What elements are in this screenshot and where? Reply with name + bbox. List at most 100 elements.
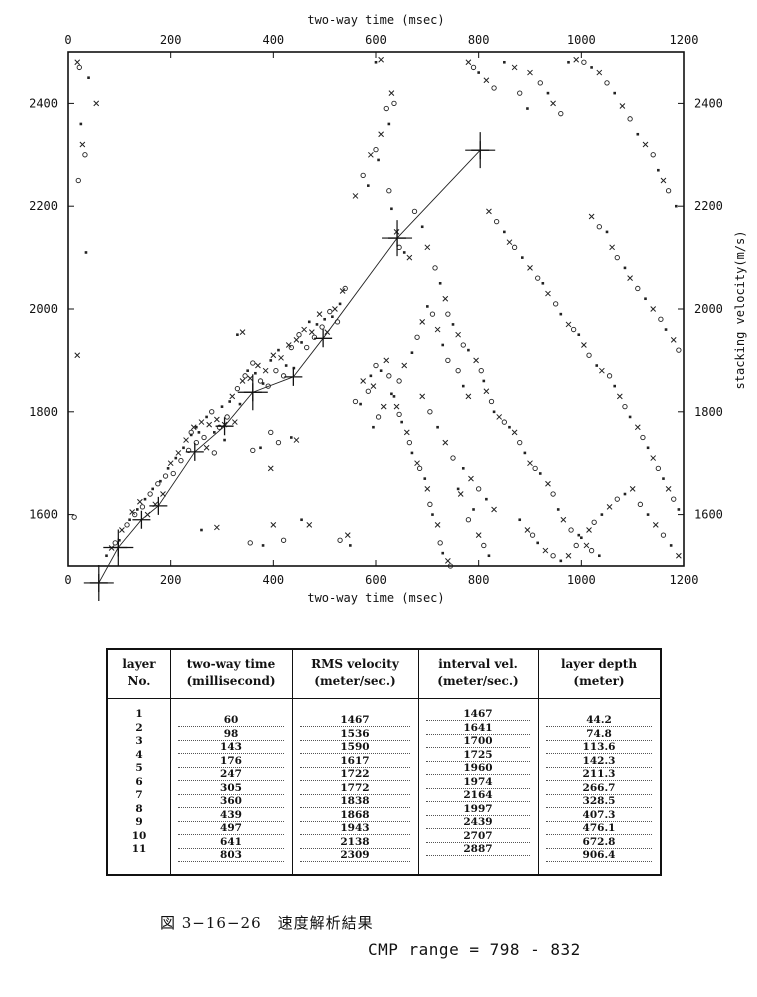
table-cell: 1974: [463, 775, 493, 788]
table-dotted-rule: [546, 807, 652, 808]
mark-dot: [159, 479, 162, 483]
table-column-divider: [170, 650, 171, 874]
mark-x: [406, 254, 413, 261]
mark-dot: [521, 256, 524, 259]
mark-o: [311, 334, 318, 340]
mark-o: [450, 455, 456, 461]
table-cell: 1700: [463, 735, 493, 747]
table-cell: 476.1: [582, 822, 616, 834]
mark-x: [293, 336, 300, 343]
mark-dot: [223, 438, 226, 442]
mark-x: [545, 290, 551, 297]
table-cell: 641: [220, 835, 242, 848]
mark-x: [301, 326, 307, 333]
mark-dot: [84, 251, 88, 254]
mark-x: [660, 177, 667, 184]
mark-x: [378, 131, 384, 138]
mark-dot: [300, 518, 303, 522]
mark-o: [280, 537, 287, 543]
mark-dot: [228, 400, 231, 403]
table-header-layer: layer No.: [122, 657, 156, 688]
mark-o: [396, 378, 402, 384]
mark-o: [427, 501, 433, 507]
mark-x: [388, 90, 395, 96]
mark-x: [670, 336, 677, 343]
mark-o: [432, 265, 438, 271]
table-cell: 803: [220, 849, 242, 861]
mark-x: [483, 77, 490, 84]
table-cell: 1943: [340, 822, 370, 834]
x-tick-label-top: 1200: [670, 33, 699, 47]
y-tick-label-right: 1800: [694, 405, 723, 419]
mark-dot: [526, 107, 529, 110]
mark-o: [139, 504, 146, 510]
mark-dot: [261, 382, 265, 385]
table-dotted-rule: [178, 820, 284, 822]
major-pick-cross: [103, 529, 134, 566]
mark-dot: [379, 369, 383, 372]
mark-x: [419, 393, 426, 400]
mark-dot: [174, 456, 178, 460]
mark-x: [137, 498, 143, 505]
mark-dot: [436, 425, 439, 429]
mark-dot: [613, 91, 616, 95]
mark-o: [517, 439, 523, 446]
mark-o: [170, 470, 176, 477]
mark-o: [375, 414, 382, 420]
mark-o: [535, 275, 541, 281]
mark-x: [434, 522, 441, 528]
axis-ticks: 0 0 200 200 400 400 600 600 800 800 1000 1000 1200 12…: [29, 33, 723, 587]
mark-x: [383, 357, 390, 364]
table-dotted-rule: [546, 753, 652, 754]
table-dotted-rule: [426, 720, 530, 721]
mark-x: [560, 516, 567, 523]
mark-dot: [331, 315, 334, 319]
major-pick-cross: [465, 132, 496, 169]
table-cell: 439: [220, 808, 242, 821]
mark-x: [581, 342, 587, 348]
mark-dot: [392, 395, 396, 398]
mark-dot: [200, 528, 203, 532]
mark-o: [76, 64, 82, 71]
mark-dot: [400, 420, 403, 424]
mark-o: [373, 147, 379, 153]
y-tick-label-right: 2400: [694, 96, 723, 110]
table-dotted-rule: [426, 841, 530, 843]
mark-x: [486, 208, 492, 215]
mark-dot: [323, 317, 326, 321]
table-dotted-rule: [546, 726, 652, 727]
mark-o: [224, 414, 230, 420]
mark-dot: [662, 477, 665, 480]
mark-dot: [359, 402, 362, 406]
mark-o: [658, 316, 664, 322]
mark-dot: [136, 508, 139, 511]
table-dotted-rule: [178, 807, 284, 808]
table-cell: 1536: [340, 727, 370, 740]
mark-o: [391, 100, 397, 107]
y-tick-label-left: 2400: [29, 96, 58, 110]
table-cell: 1467: [463, 708, 493, 720]
mark-dot: [315, 323, 319, 326]
mark-o: [185, 447, 192, 453]
mark-x: [414, 460, 420, 467]
table-cell: 1617: [340, 754, 370, 767]
mark-dot: [492, 410, 496, 414]
mark-o: [470, 64, 477, 71]
mark-dot: [508, 425, 511, 429]
mark-dot: [472, 508, 475, 511]
table-cell: 44.2: [586, 714, 612, 726]
mark-dot: [580, 536, 583, 540]
mark-dot: [410, 351, 414, 354]
mark-o: [529, 532, 536, 538]
mark-dot: [657, 168, 660, 172]
mark-x: [424, 244, 431, 251]
mark-o: [242, 373, 248, 379]
mark-o: [250, 360, 256, 366]
table-dotted-rule: [426, 814, 530, 816]
mark-o: [211, 450, 217, 456]
mark-dot: [277, 348, 280, 352]
mark-o: [455, 368, 461, 374]
mark-x: [642, 141, 649, 148]
mark-x: [445, 558, 451, 564]
mark-x: [586, 527, 592, 533]
